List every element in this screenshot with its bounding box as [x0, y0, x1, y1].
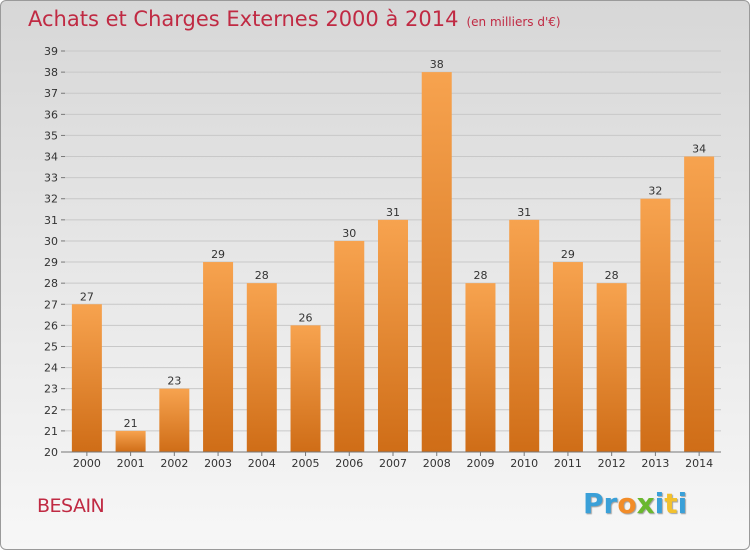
x-tick-label: 2001 [117, 457, 145, 470]
data-labels: 27 21 23 29 28 26 30 31 38 28 31 29 28 32 34 [80, 58, 706, 430]
bar [509, 219, 540, 452]
bar [290, 325, 321, 452]
x-tick-label: 2000 [73, 457, 101, 470]
logo-letter: r [603, 487, 618, 520]
bars [71, 72, 715, 453]
y-tick-label: 38 [44, 66, 58, 79]
bar [115, 430, 146, 452]
x-tick-label: 2011 [554, 457, 582, 470]
x-tick-label: 2008 [423, 457, 451, 470]
logo-letter: x [636, 487, 655, 520]
y-tick-label: 33 [44, 172, 58, 185]
y-tick-label: 22 [44, 404, 58, 417]
x-tick-label: 2014 [685, 457, 713, 470]
x-tick-label: 2004 [248, 457, 276, 470]
bar [465, 283, 496, 452]
x-axis-ticks: 2000 2001 2002 2003 2004 2005 2006 2007 2008 2009… [73, 452, 713, 470]
y-tick-label: 23 [44, 383, 58, 396]
y-tick-label: 31 [44, 214, 58, 227]
data-label: 32 [648, 185, 662, 198]
data-label: 31 [386, 206, 400, 219]
logo-letter: o [617, 487, 637, 520]
y-tick-label: 28 [44, 277, 58, 290]
x-tick-label: 2012 [598, 457, 626, 470]
bar [421, 72, 452, 453]
x-tick-label: 2010 [510, 457, 538, 470]
y-tick-label: 29 [44, 256, 58, 269]
data-label: 28 [473, 269, 487, 282]
bar [640, 198, 671, 452]
data-label: 27 [80, 290, 94, 303]
y-tick-label: 27 [44, 298, 58, 311]
logo-letter: P [583, 487, 604, 520]
logo-letter: i [654, 487, 665, 520]
data-label: 29 [561, 248, 575, 261]
bar [378, 219, 408, 452]
y-tick-label: 35 [44, 129, 58, 142]
logo-letter: t [664, 487, 678, 520]
y-tick-label: 39 [44, 45, 58, 58]
data-label: 30 [342, 227, 356, 240]
y-tick-label: 32 [44, 193, 58, 206]
bar [71, 304, 102, 452]
bar [552, 262, 583, 452]
y-tick-label: 37 [44, 87, 58, 100]
chart-unit: (en milliers d'€) [466, 15, 561, 29]
data-label: 26 [299, 311, 313, 324]
data-label: 23 [167, 375, 181, 388]
data-label: 21 [124, 417, 138, 430]
x-tick-label: 2009 [466, 457, 494, 470]
y-axis-ticks: 20 21 22 23 24 25 26 27 28 29 30 31 32 33 34 35 36 37 38 39 [44, 45, 58, 459]
x-tick-label: 2005 [292, 457, 320, 470]
logo-letter: i [677, 487, 688, 520]
y-tick-label: 24 [44, 362, 58, 375]
x-tick-label: 2003 [204, 457, 232, 470]
bar [334, 240, 365, 452]
data-label: 31 [517, 206, 531, 219]
chart-title: Achats et Charges Externes 2000 à 2014 (e… [28, 7, 561, 31]
data-label: 34 [692, 143, 706, 156]
data-label: 28 [605, 269, 619, 282]
x-tick-label: 2006 [335, 457, 363, 470]
data-label: 38 [430, 58, 444, 71]
y-tick-label: 36 [44, 108, 58, 121]
bar [596, 283, 627, 452]
y-tick-label: 20 [44, 446, 58, 459]
bar [159, 388, 190, 452]
x-tick-label: 2007 [379, 457, 407, 470]
y-tick-label: 34 [44, 151, 58, 164]
y-tick-label: 25 [44, 340, 58, 353]
y-tick-label: 21 [44, 425, 58, 438]
chart-title-text: Achats et Charges Externes 2000 à 2014 [28, 7, 459, 31]
bar [246, 283, 277, 452]
bar [684, 156, 715, 453]
x-tick-label: 2013 [641, 457, 669, 470]
proxiti-logo: Proxiti [583, 487, 687, 520]
bar [203, 262, 234, 452]
data-label: 28 [255, 269, 269, 282]
x-tick-label: 2002 [160, 457, 188, 470]
y-tick-label: 26 [44, 319, 58, 332]
place-name: BESAIN [37, 495, 105, 517]
data-label: 29 [211, 248, 225, 261]
y-tick-label: 30 [44, 235, 58, 248]
